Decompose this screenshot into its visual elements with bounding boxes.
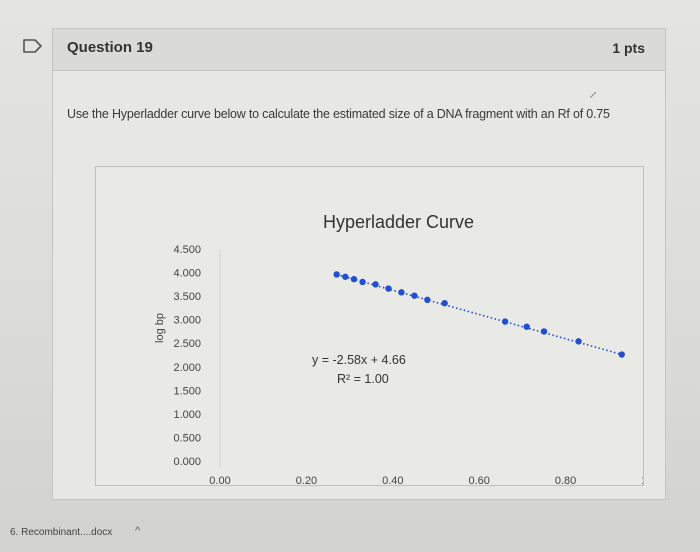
- question-points: 1 pts: [612, 40, 645, 56]
- y-tick-label: 4.000: [173, 268, 201, 280]
- r-squared-label: R² = 1.00: [337, 372, 389, 386]
- data-point: [350, 275, 358, 283]
- download-file-name[interactable]: 6. Recombinant....docx: [10, 527, 113, 538]
- y-tick-label: 3.500: [173, 291, 201, 303]
- x-tick-label: 0.00: [209, 475, 230, 485]
- chart-title: Hyperladder Curve: [323, 212, 474, 232]
- question-title: Question 19: [67, 39, 153, 56]
- x-tick-label: 0.80: [555, 475, 576, 485]
- chart-canvas: Hyperladder Curve log bp Rf y = -2.58x +…: [154, 212, 643, 485]
- plot-area: [219, 249, 625, 467]
- download-bar: 6. Recombinant....docx ^: [0, 520, 700, 552]
- y-tick-label: 1.000: [173, 409, 201, 421]
- y-tick-label: 2.000: [173, 362, 201, 374]
- data-point: [333, 271, 340, 278]
- question-card: Question 19 1 pts Use the Hyperladder cu…: [52, 28, 666, 500]
- x-tick-labels: 0.00 0.20 0.40 0.60 0.80 1.00: [209, 475, 643, 485]
- data-point: [398, 289, 405, 296]
- data-point: [501, 318, 509, 325]
- data-point: [411, 292, 418, 299]
- y-tick-label: 0.500: [173, 432, 201, 444]
- data-point: [540, 328, 548, 335]
- data-point: [441, 299, 448, 307]
- data-point: [424, 296, 431, 304]
- trendline: [336, 273, 622, 356]
- question-header: Question 19 1 pts: [53, 29, 665, 71]
- x-tick-label: 0.40: [382, 475, 403, 485]
- y-axis-label: log bp: [154, 313, 166, 343]
- trendline-equation: y = -2.58x + 4.66: [312, 353, 406, 367]
- y-tick-label: 4.500: [173, 244, 201, 256]
- y-axis-label-group: log bp: [154, 313, 166, 343]
- y-tick-labels: 4.500 4.000 3.500 3.000 2.500 2.000 1.500 1.000…: [173, 244, 201, 468]
- chevron-up-icon[interactable]: ^: [135, 525, 141, 537]
- flag-question-icon[interactable]: [22, 38, 44, 54]
- y-tick-label: 3.000: [173, 315, 201, 327]
- pencil-mark-icon: [590, 92, 596, 98]
- x-tick-label: 0.60: [468, 475, 489, 485]
- data-point: [385, 285, 392, 292]
- data-point: [342, 273, 349, 280]
- x-tick-label: 1.00: [641, 475, 643, 485]
- data-point: [575, 338, 582, 345]
- data-point: [523, 323, 530, 330]
- y-tick-label: 0.000: [173, 456, 201, 468]
- data-point: [359, 278, 366, 286]
- hyperladder-chart: Hyperladder Curve log bp Rf y = -2.58x +…: [95, 166, 644, 486]
- x-tick-label: 0.20: [296, 475, 317, 485]
- question-prompt: Use the Hyperladder curve below to calcu…: [67, 107, 610, 121]
- data-point: [618, 351, 625, 358]
- data-point: [372, 281, 379, 288]
- y-tick-label: 1.500: [173, 385, 201, 397]
- y-tick-label: 2.500: [173, 338, 201, 350]
